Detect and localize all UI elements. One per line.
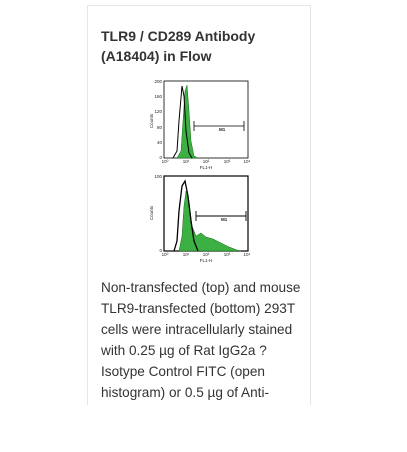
x-tick-label: 10³ xyxy=(224,252,231,257)
y-axis-label: Counts xyxy=(149,205,154,220)
filled-histogram xyxy=(176,84,199,159)
marker-range xyxy=(195,211,247,221)
figure-bottom: M1 100 0 Counts 10⁰ 10¹ 10² 10³ 10⁴ FL1-… xyxy=(149,174,251,263)
open-histogram xyxy=(172,85,193,159)
y-tick-label: 80 xyxy=(157,125,163,130)
y-tick-label: 0 xyxy=(159,248,162,253)
y-ticks: 200 160 120 80 40 0 xyxy=(154,79,162,160)
card-title: TLR9 / CD289 Antibody (A18404) in Flow xyxy=(101,28,256,64)
figure-description: Non-transfected (top) and mouse TLR9-tra… xyxy=(101,280,301,400)
plot-frame xyxy=(163,80,249,159)
x-tick-label: 10⁰ xyxy=(162,252,169,257)
x-tick-label: 10¹ xyxy=(183,252,190,257)
y-tick-label: 0 xyxy=(159,155,162,160)
y-axis-label: Counts xyxy=(149,113,154,128)
x-tick-label: 10⁴ xyxy=(244,252,251,257)
x-axis-label: FL1-H xyxy=(200,258,213,263)
marker-range xyxy=(193,121,245,131)
figure-top: M1 200 160 120 80 40 0 Counts 10⁰ 10¹ 10… xyxy=(149,79,251,170)
y-tick-label: 160 xyxy=(154,94,162,99)
x-tick-label: 10¹ xyxy=(183,159,190,164)
flow-figures: M1 200 160 120 80 40 0 Counts 10⁰ 10¹ 10… xyxy=(149,79,251,263)
x-tick-label: 10⁰ xyxy=(162,159,169,164)
y-tick-label: 120 xyxy=(154,109,162,114)
x-tick-label: 10² xyxy=(203,159,210,164)
filled-histogram xyxy=(178,190,242,252)
x-axis-label: FL1-H xyxy=(200,165,213,170)
x-tick-label: 10² xyxy=(203,252,210,257)
y-tick-label: 40 xyxy=(157,140,163,145)
x-tick-label: 10³ xyxy=(224,159,231,164)
y-tick-label: 200 xyxy=(154,79,162,84)
marker-label: M1 xyxy=(219,127,226,132)
product-card: TLR9 / CD289 Antibody (A18404) in Flow M… xyxy=(87,5,311,405)
marker-label: M1 xyxy=(221,217,228,222)
x-tick-label: 10⁴ xyxy=(244,159,251,164)
open-histogram xyxy=(173,179,199,252)
y-tick-label: 100 xyxy=(154,174,162,179)
